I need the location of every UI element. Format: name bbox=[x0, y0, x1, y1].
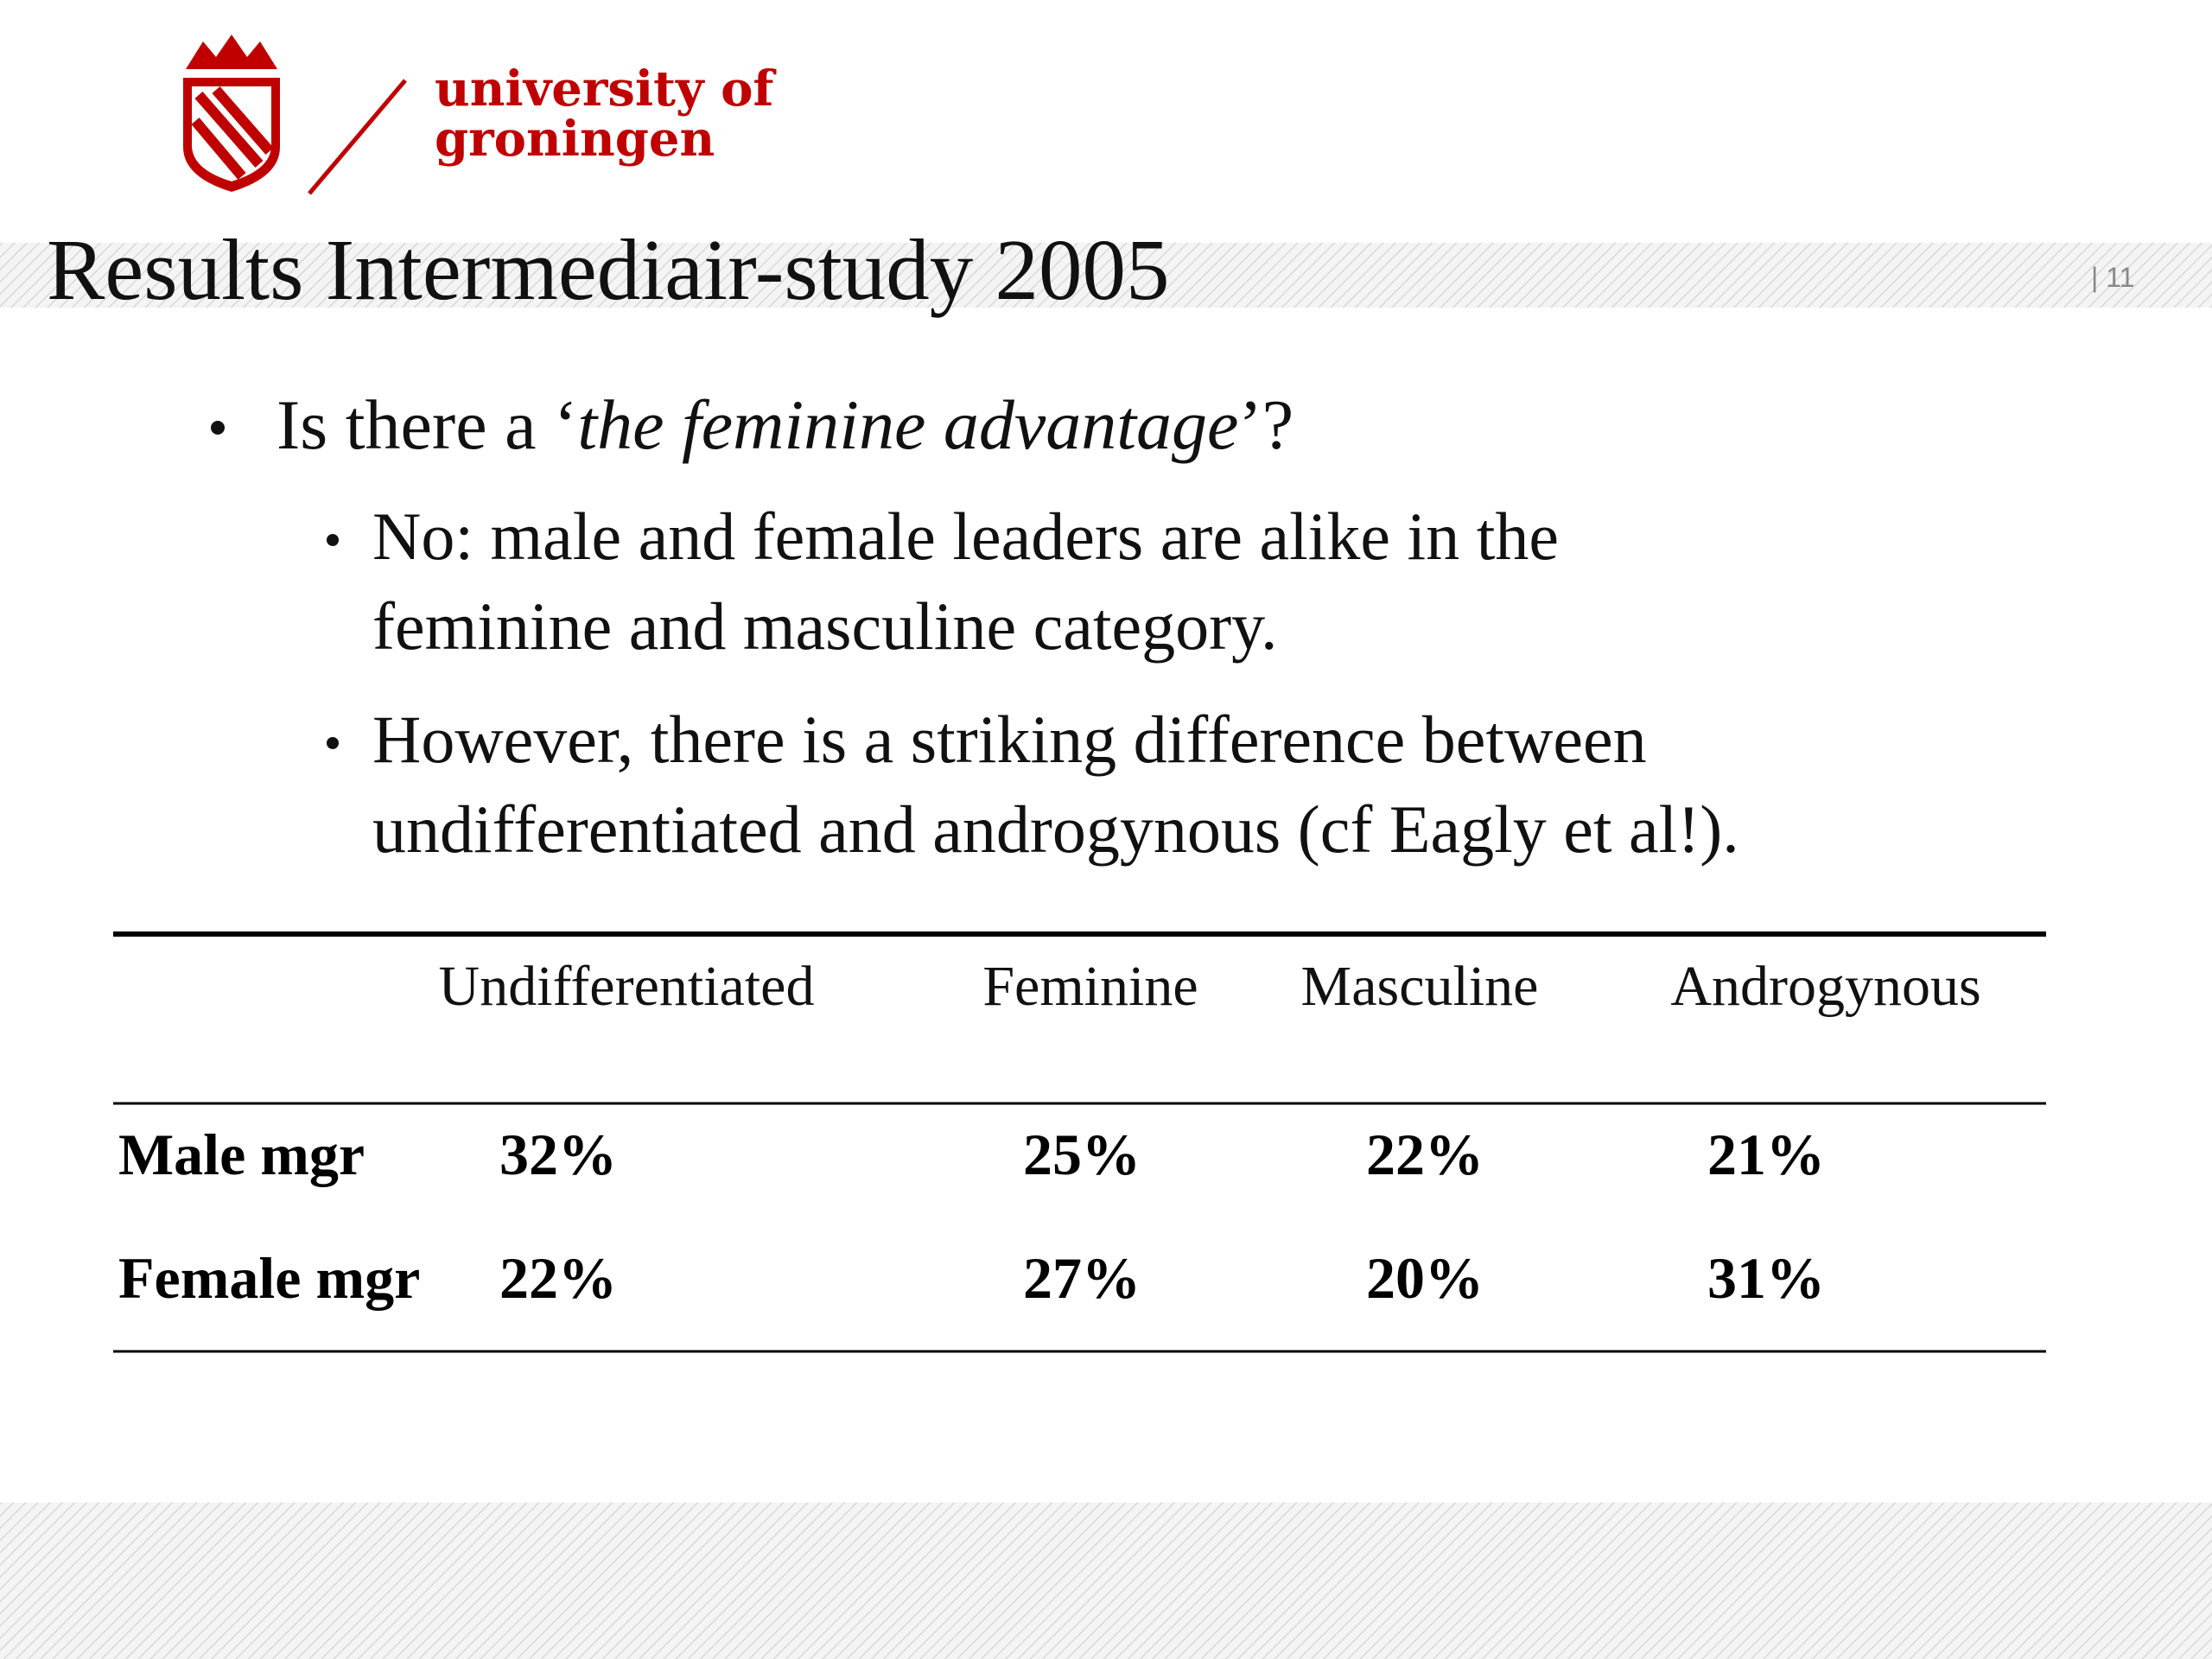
slide-title: Results Intermediair-study 2005 bbox=[47, 221, 1170, 318]
brand-line: groningen bbox=[435, 111, 715, 168]
cell: 27% bbox=[1023, 1245, 1141, 1311]
cell: 22% bbox=[499, 1245, 617, 1311]
column-header: Androgynous bbox=[1670, 955, 1980, 1018]
cell: 25% bbox=[1023, 1122, 1141, 1187]
text-run: Is there a ‘ bbox=[276, 385, 577, 464]
row-label: Male mgr bbox=[118, 1122, 365, 1187]
cell: 21% bbox=[1707, 1122, 1825, 1187]
footer-band bbox=[0, 1503, 2212, 1659]
cell: 20% bbox=[1366, 1245, 1484, 1311]
table: Undifferentiated Feminine Masculine Androgy… bbox=[113, 931, 2046, 1353]
bullet-text: feminine and masculine category. bbox=[372, 588, 1278, 664]
row-label: Female mgr bbox=[118, 1245, 420, 1311]
cell: 31% bbox=[1707, 1245, 1825, 1311]
title-band bbox=[0, 243, 2212, 308]
bullet bbox=[327, 534, 339, 546]
text-run: ’? bbox=[1238, 385, 1294, 464]
page-number: | 11 bbox=[2091, 262, 2134, 293]
bullet-text: However, there is a striking difference … bbox=[372, 702, 1647, 777]
column-header: Feminine bbox=[982, 955, 1198, 1018]
bullet bbox=[211, 421, 225, 435]
cell: 32% bbox=[499, 1122, 617, 1187]
bullet bbox=[327, 737, 339, 749]
bullet-text: undifferentiated and androgynous (cf Eag… bbox=[372, 791, 1739, 867]
cell: 22% bbox=[1366, 1122, 1484, 1187]
text-run: the feminine advantage bbox=[577, 385, 1238, 464]
column-header: Masculine bbox=[1301, 955, 1539, 1018]
bullet-text: No: male and female leaders are alike in… bbox=[372, 499, 1559, 574]
brand-line: university of bbox=[435, 60, 777, 118]
bullet-text: Is there a ‘the feminine advantage’? bbox=[276, 385, 1294, 464]
logo bbox=[183, 35, 407, 195]
column-header: Undifferentiated bbox=[439, 955, 815, 1018]
